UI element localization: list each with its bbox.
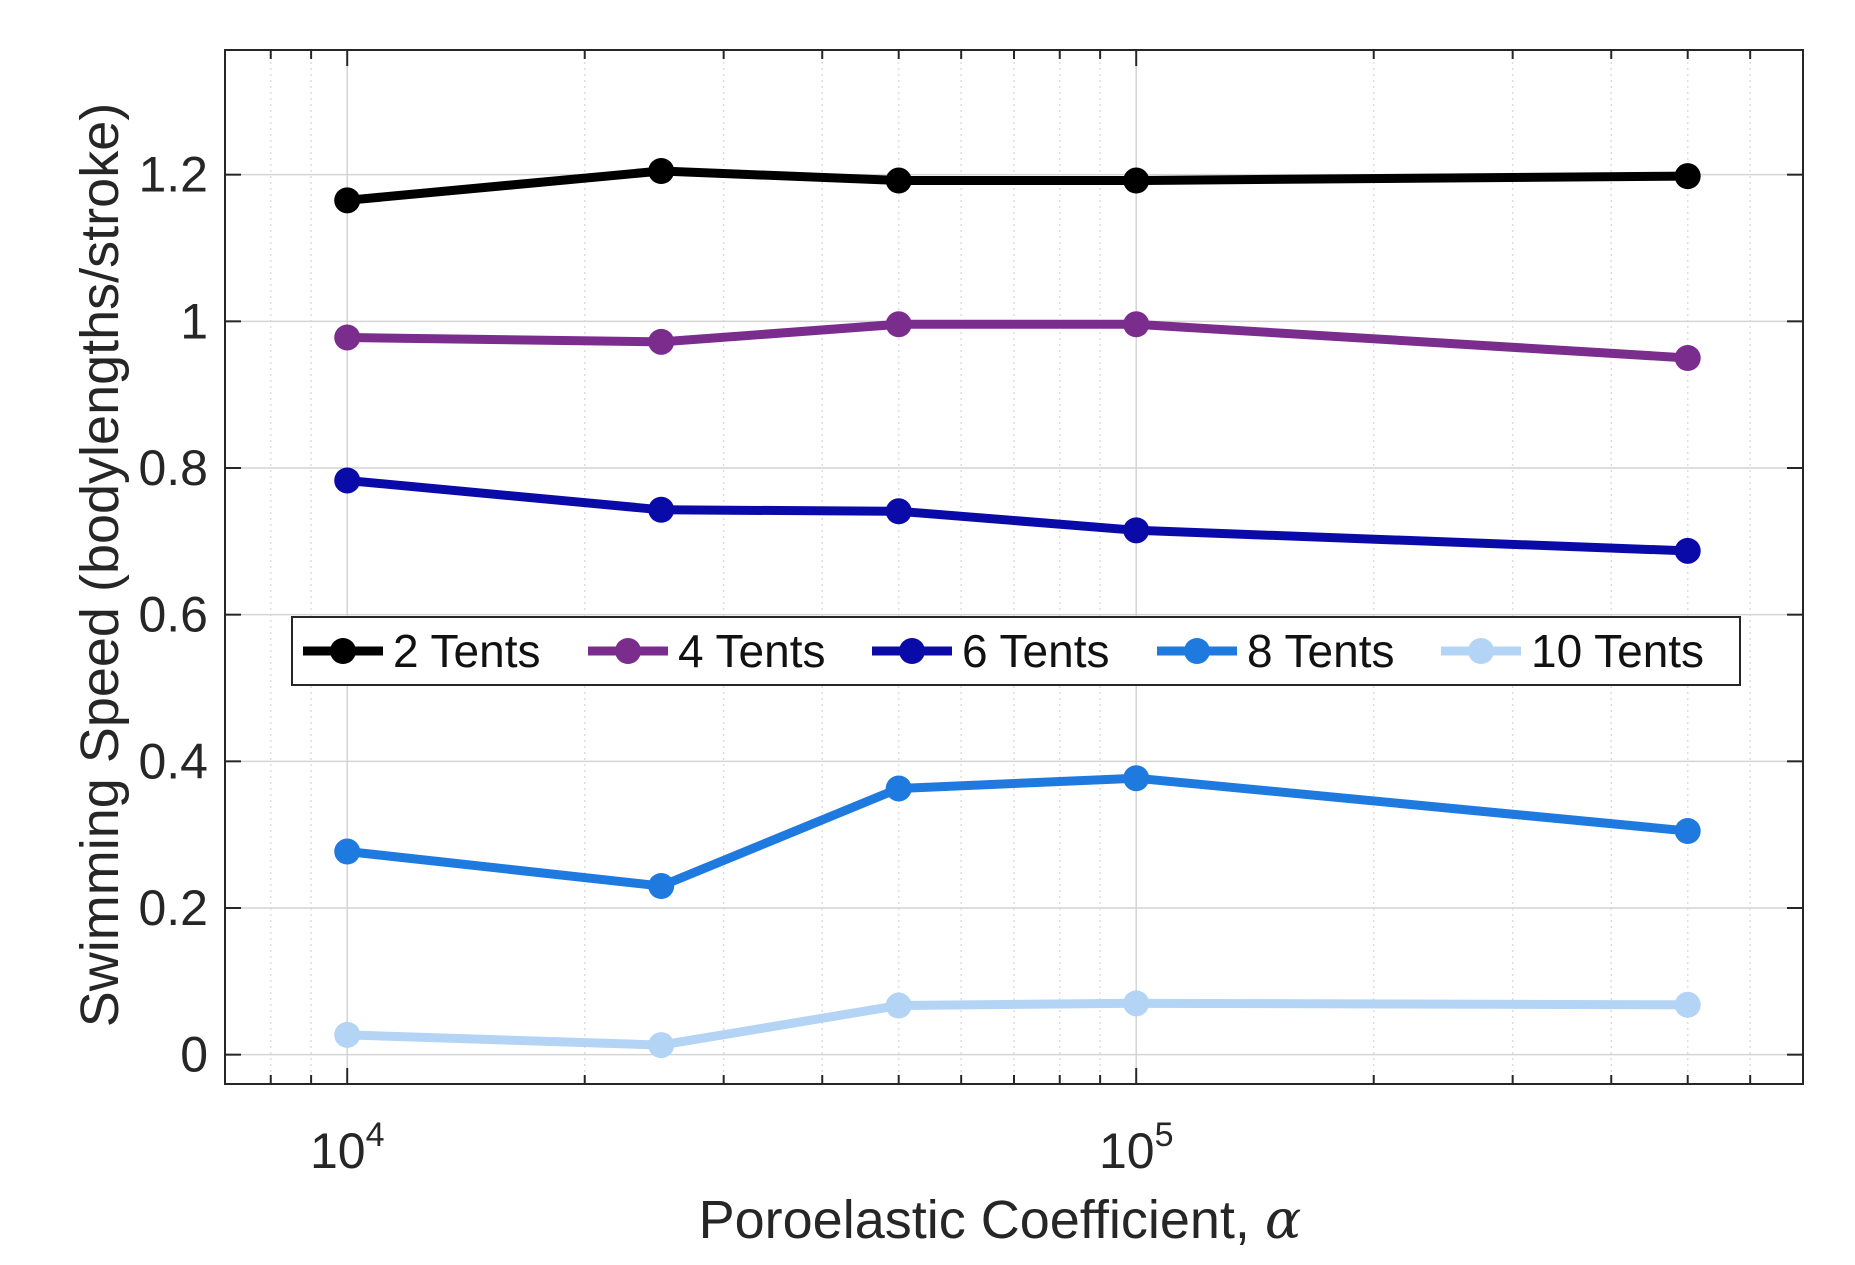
y-tick-label: 0.4 [138, 733, 208, 789]
legend-label: 4 Tents [678, 625, 825, 677]
y-tick-label: 1 [180, 293, 208, 349]
x-tick-base: 10 [1099, 1123, 1155, 1179]
series-8-tents [334, 765, 1701, 899]
x-tick-label: 104 [310, 1116, 385, 1179]
series-6-tents [334, 467, 1701, 564]
data-point [1674, 163, 1701, 190]
major-grid [225, 50, 1803, 1084]
legend-swatch-marker [330, 638, 356, 664]
data-point [1123, 765, 1150, 792]
legend-label: 10 Tents [1531, 625, 1704, 677]
data-point [885, 167, 912, 194]
data-point [1674, 345, 1701, 371]
data-point [1123, 167, 1150, 194]
series-10-tents [334, 990, 1701, 1059]
x-tick-base: 10 [310, 1123, 366, 1179]
y-tick-label: 0 [180, 1027, 208, 1083]
x-tick-exponent: 4 [366, 1116, 385, 1154]
x-axis-title: Poroelastic Coefficient, α [699, 1188, 1302, 1251]
alpha-symbol: α [1265, 1188, 1301, 1251]
data-point [885, 311, 912, 338]
series-2-tents [334, 158, 1701, 214]
series-layer [334, 158, 1701, 1059]
y-tick-label: 0.2 [138, 880, 208, 936]
data-point [1123, 517, 1150, 544]
y-tick-label: 0.8 [138, 440, 208, 496]
legend-swatch-marker [899, 638, 925, 664]
legend-label: 6 Tents [962, 625, 1109, 677]
x-tick-labels: 104 105 [310, 1116, 1174, 1179]
legend-swatch-marker [1184, 638, 1210, 664]
ticks [225, 50, 1803, 1084]
data-point [1123, 990, 1150, 1017]
data-point [885, 775, 912, 802]
y-tick-labels: 0 0.2 0.4 0.6 0.8 1 1.2 [138, 147, 208, 1083]
data-point [334, 187, 361, 214]
data-point [334, 838, 361, 865]
y-axis-title: Swimming Speed (bodylengths/stroke) [70, 103, 130, 1027]
minor-grid [270, 50, 1751, 1084]
legend-label: 2 Tents [393, 625, 540, 677]
legend-label: 8 Tents [1247, 625, 1394, 677]
legend: 2 Tents 4 Tents 6 Tents 8 Tents 10 Tents [291, 616, 1741, 686]
data-point [1674, 537, 1701, 564]
data-point [334, 324, 361, 351]
x-tick-label: 105 [1099, 1116, 1174, 1179]
data-point [1674, 818, 1701, 844]
data-point [1123, 311, 1150, 338]
data-point [648, 328, 675, 355]
data-point [334, 467, 361, 494]
x-axis-title-text: Poroelastic Coefficient, [699, 1190, 1265, 1250]
data-point [885, 992, 912, 1019]
legend-swatch-marker [1468, 638, 1494, 664]
data-point [648, 873, 675, 899]
data-point [1674, 991, 1701, 1018]
y-tick-label: 0.6 [138, 587, 208, 643]
data-point [334, 1021, 361, 1048]
data-point [648, 496, 675, 523]
data-point [885, 498, 912, 525]
x-tick-exponent: 5 [1155, 1116, 1174, 1154]
data-point [648, 1032, 675, 1059]
data-point [648, 158, 675, 184]
series-4-tents [334, 311, 1701, 371]
y-tick-label: 1.2 [138, 147, 208, 203]
legend-swatch-marker [615, 638, 641, 664]
